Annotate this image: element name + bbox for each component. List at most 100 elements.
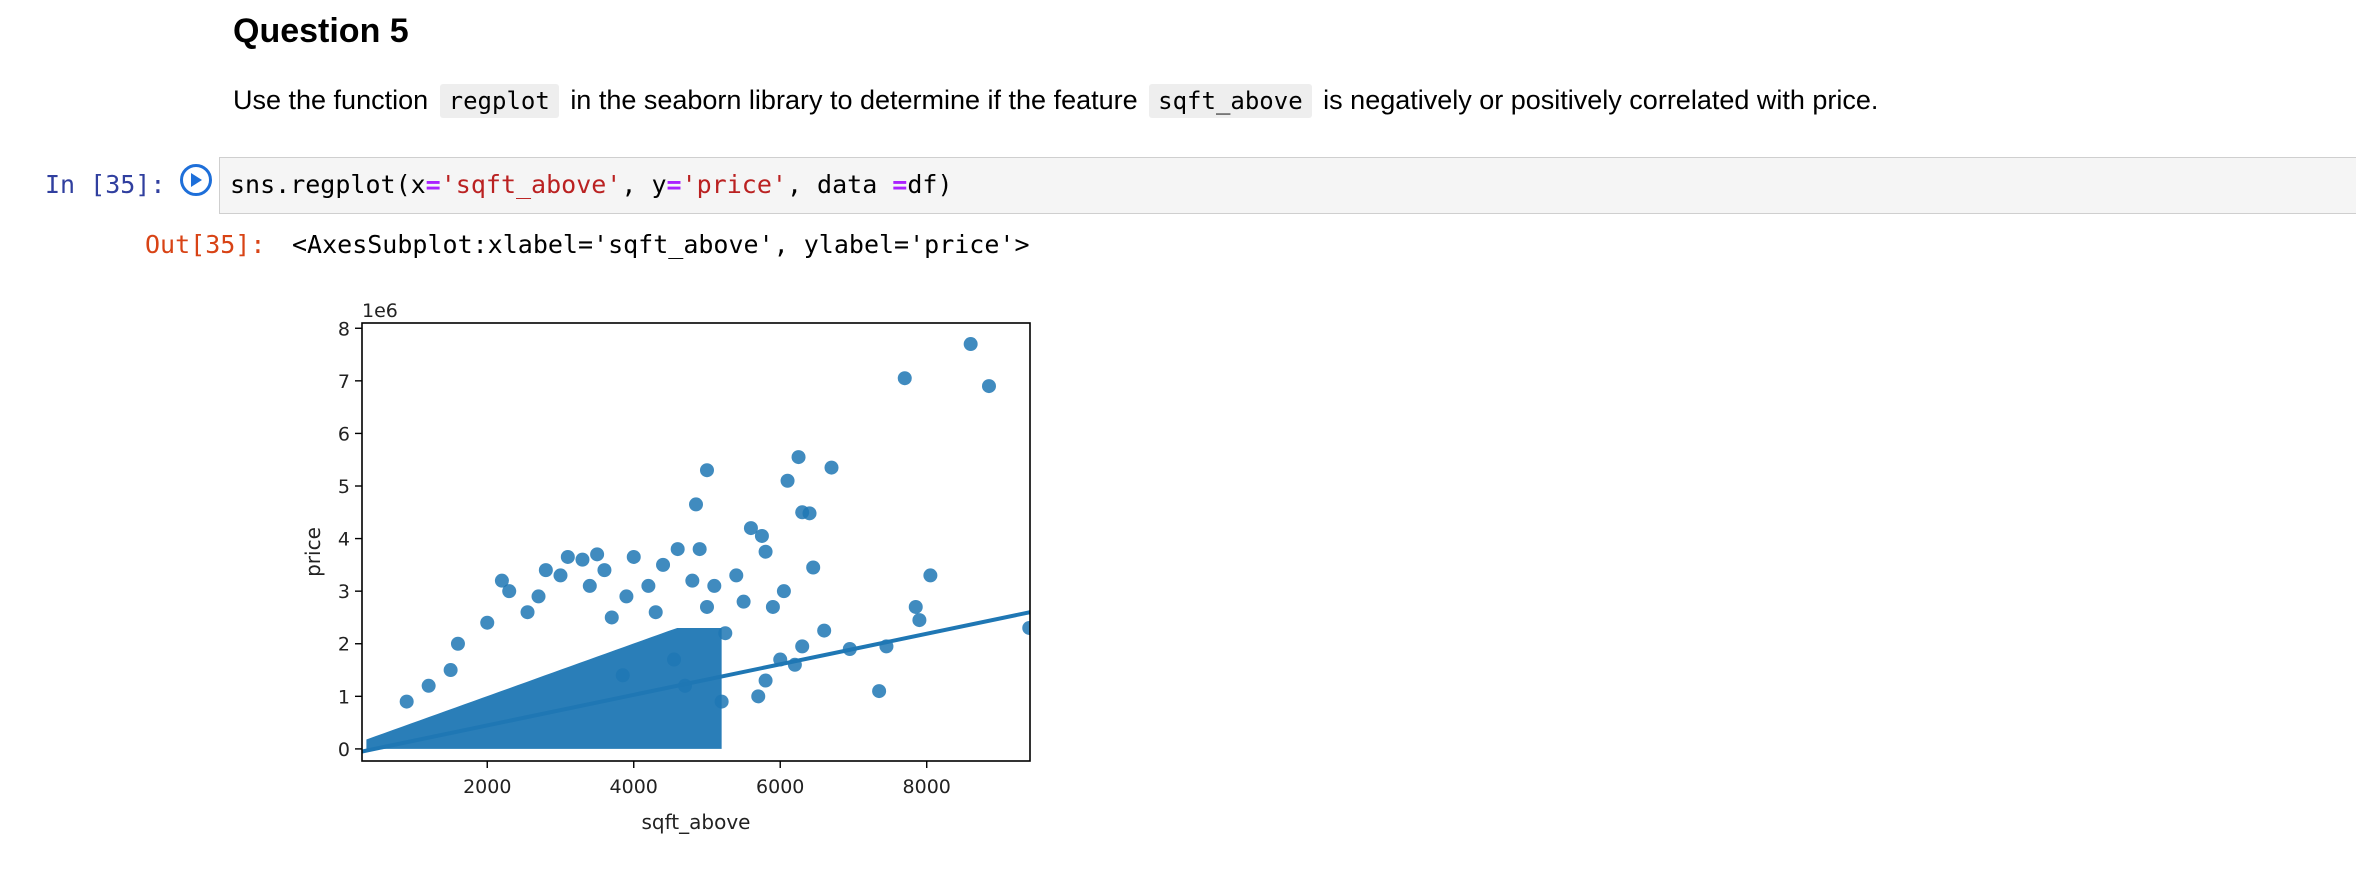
scatter-point [754, 528, 769, 543]
scatter-point [656, 557, 671, 572]
scatter-point [718, 626, 733, 641]
scatter-point [494, 573, 509, 588]
inline-code-regplot: regplot [439, 84, 559, 118]
scatter-point [776, 584, 791, 599]
scatter-point [648, 605, 663, 620]
scatter-point [736, 594, 751, 609]
y-tick-label: 0 [338, 739, 350, 761]
scatter-point [817, 623, 832, 638]
scatter-point [582, 578, 597, 593]
scatter-point [795, 639, 810, 654]
y-tick-label: 2 [338, 634, 350, 656]
plot-frame [361, 322, 1031, 762]
question-text-part: Use the function [233, 85, 429, 115]
scatter-point [872, 684, 887, 699]
scatter-point [667, 652, 682, 667]
code-string: 'price' [681, 170, 787, 199]
scatter-point [806, 560, 821, 575]
code-line: sns.regplot(x='sqft_above', y='price', d… [230, 170, 953, 199]
scatter-point [963, 337, 978, 352]
output-prompt: Out[35]: [145, 230, 266, 259]
code-operator: = [425, 170, 441, 199]
scatter-point [443, 663, 458, 678]
code-operator: = [666, 170, 682, 199]
scatter-point [399, 694, 414, 709]
scatter-point [689, 497, 703, 512]
scatter-point [699, 599, 714, 614]
code-string: 'sqft_above' [440, 170, 622, 199]
scatter-point [685, 573, 700, 588]
scatter-point [743, 521, 758, 536]
scatter-point [615, 668, 630, 683]
scatter-point [729, 568, 744, 583]
scatter-point [802, 506, 817, 521]
scatter-point [714, 694, 729, 709]
scatter-point [450, 636, 465, 651]
scatter-point [923, 568, 938, 583]
x-tick-label: 8000 [903, 776, 951, 798]
scatter-point [751, 689, 766, 704]
scatter-point [538, 563, 553, 578]
run-cell-button[interactable] [180, 164, 212, 196]
question-text-part: in the seaborn library to determine if t… [570, 85, 1138, 115]
scatter-point [575, 552, 590, 567]
scatter-point [560, 549, 575, 564]
scatter-point [502, 584, 517, 599]
scatter-point [553, 568, 568, 583]
y-axis-label: price [301, 527, 325, 577]
x-tick-label: 4000 [610, 776, 658, 798]
scatter-point [670, 542, 685, 557]
scatter-dense-region [366, 627, 722, 749]
scatter-point [520, 605, 535, 620]
scatter-point [912, 613, 927, 628]
code-token: , y [621, 170, 667, 199]
scatter-point [765, 599, 780, 614]
y-tick-label: 8 [338, 318, 350, 340]
scatter-point [981, 379, 996, 394]
scatter-point [699, 463, 714, 478]
regression-line [362, 610, 1030, 754]
y-tick-label: 5 [338, 476, 350, 498]
regplot-chart: 2000 4000 6000 8000 0 1 2 3 4 5 6 7 8 1e6 sqft_above pr… [301, 300, 1031, 834]
y-tick-label: 4 [338, 529, 350, 551]
question-text-part: is negatively or positively correlated w… [1323, 85, 1879, 115]
scatter-point [480, 615, 495, 630]
code-token: , data [786, 170, 893, 199]
code-input-area[interactable]: sns.regplot(x='sqft_above', y='price', d… [219, 157, 2356, 214]
plot-area [362, 337, 1030, 754]
scatter-point [626, 549, 641, 564]
x-axis-label: sqft_above [642, 810, 751, 834]
y-tick-label: 3 [338, 581, 350, 603]
y-tick-label: 7 [338, 371, 350, 393]
x-tick-label: 2000 [463, 776, 511, 798]
scatter-point [780, 473, 795, 488]
y-offset-text: 1e6 [362, 300, 398, 322]
question-text: Use the function regplot in the seaborn … [233, 78, 1878, 123]
scatter-point [707, 578, 722, 593]
inline-code-sqft-above: sqft_above [1149, 84, 1312, 118]
code-token: df) [907, 170, 953, 199]
scatter-point [908, 599, 923, 614]
scatter-point [590, 547, 605, 562]
play-circle-icon [191, 173, 202, 187]
scatter-point [692, 542, 707, 557]
scatter-point [641, 578, 656, 593]
scatter-point [897, 371, 912, 386]
code-token: sns.regplot(x [230, 170, 426, 199]
code-operator: = [892, 170, 908, 199]
scatter-point [758, 544, 773, 559]
scatter-point [619, 589, 634, 604]
question-heading: Question 5 [233, 12, 409, 50]
scatter-point [597, 563, 612, 578]
scatter-point [824, 460, 839, 475]
y-tick-label: 1 [338, 686, 350, 708]
output-repr-text: <AxesSubplot:xlabel='sqft_above', ylabel… [292, 230, 1030, 259]
scatter-point [604, 610, 619, 625]
scatter-point [758, 673, 773, 688]
y-tick-label: 6 [338, 423, 350, 445]
x-tick-label: 6000 [756, 776, 804, 798]
input-prompt: In [35]: [45, 170, 166, 199]
scatter-point [421, 678, 436, 693]
scatter-point [1022, 620, 1030, 635]
scatter-point [791, 450, 806, 465]
